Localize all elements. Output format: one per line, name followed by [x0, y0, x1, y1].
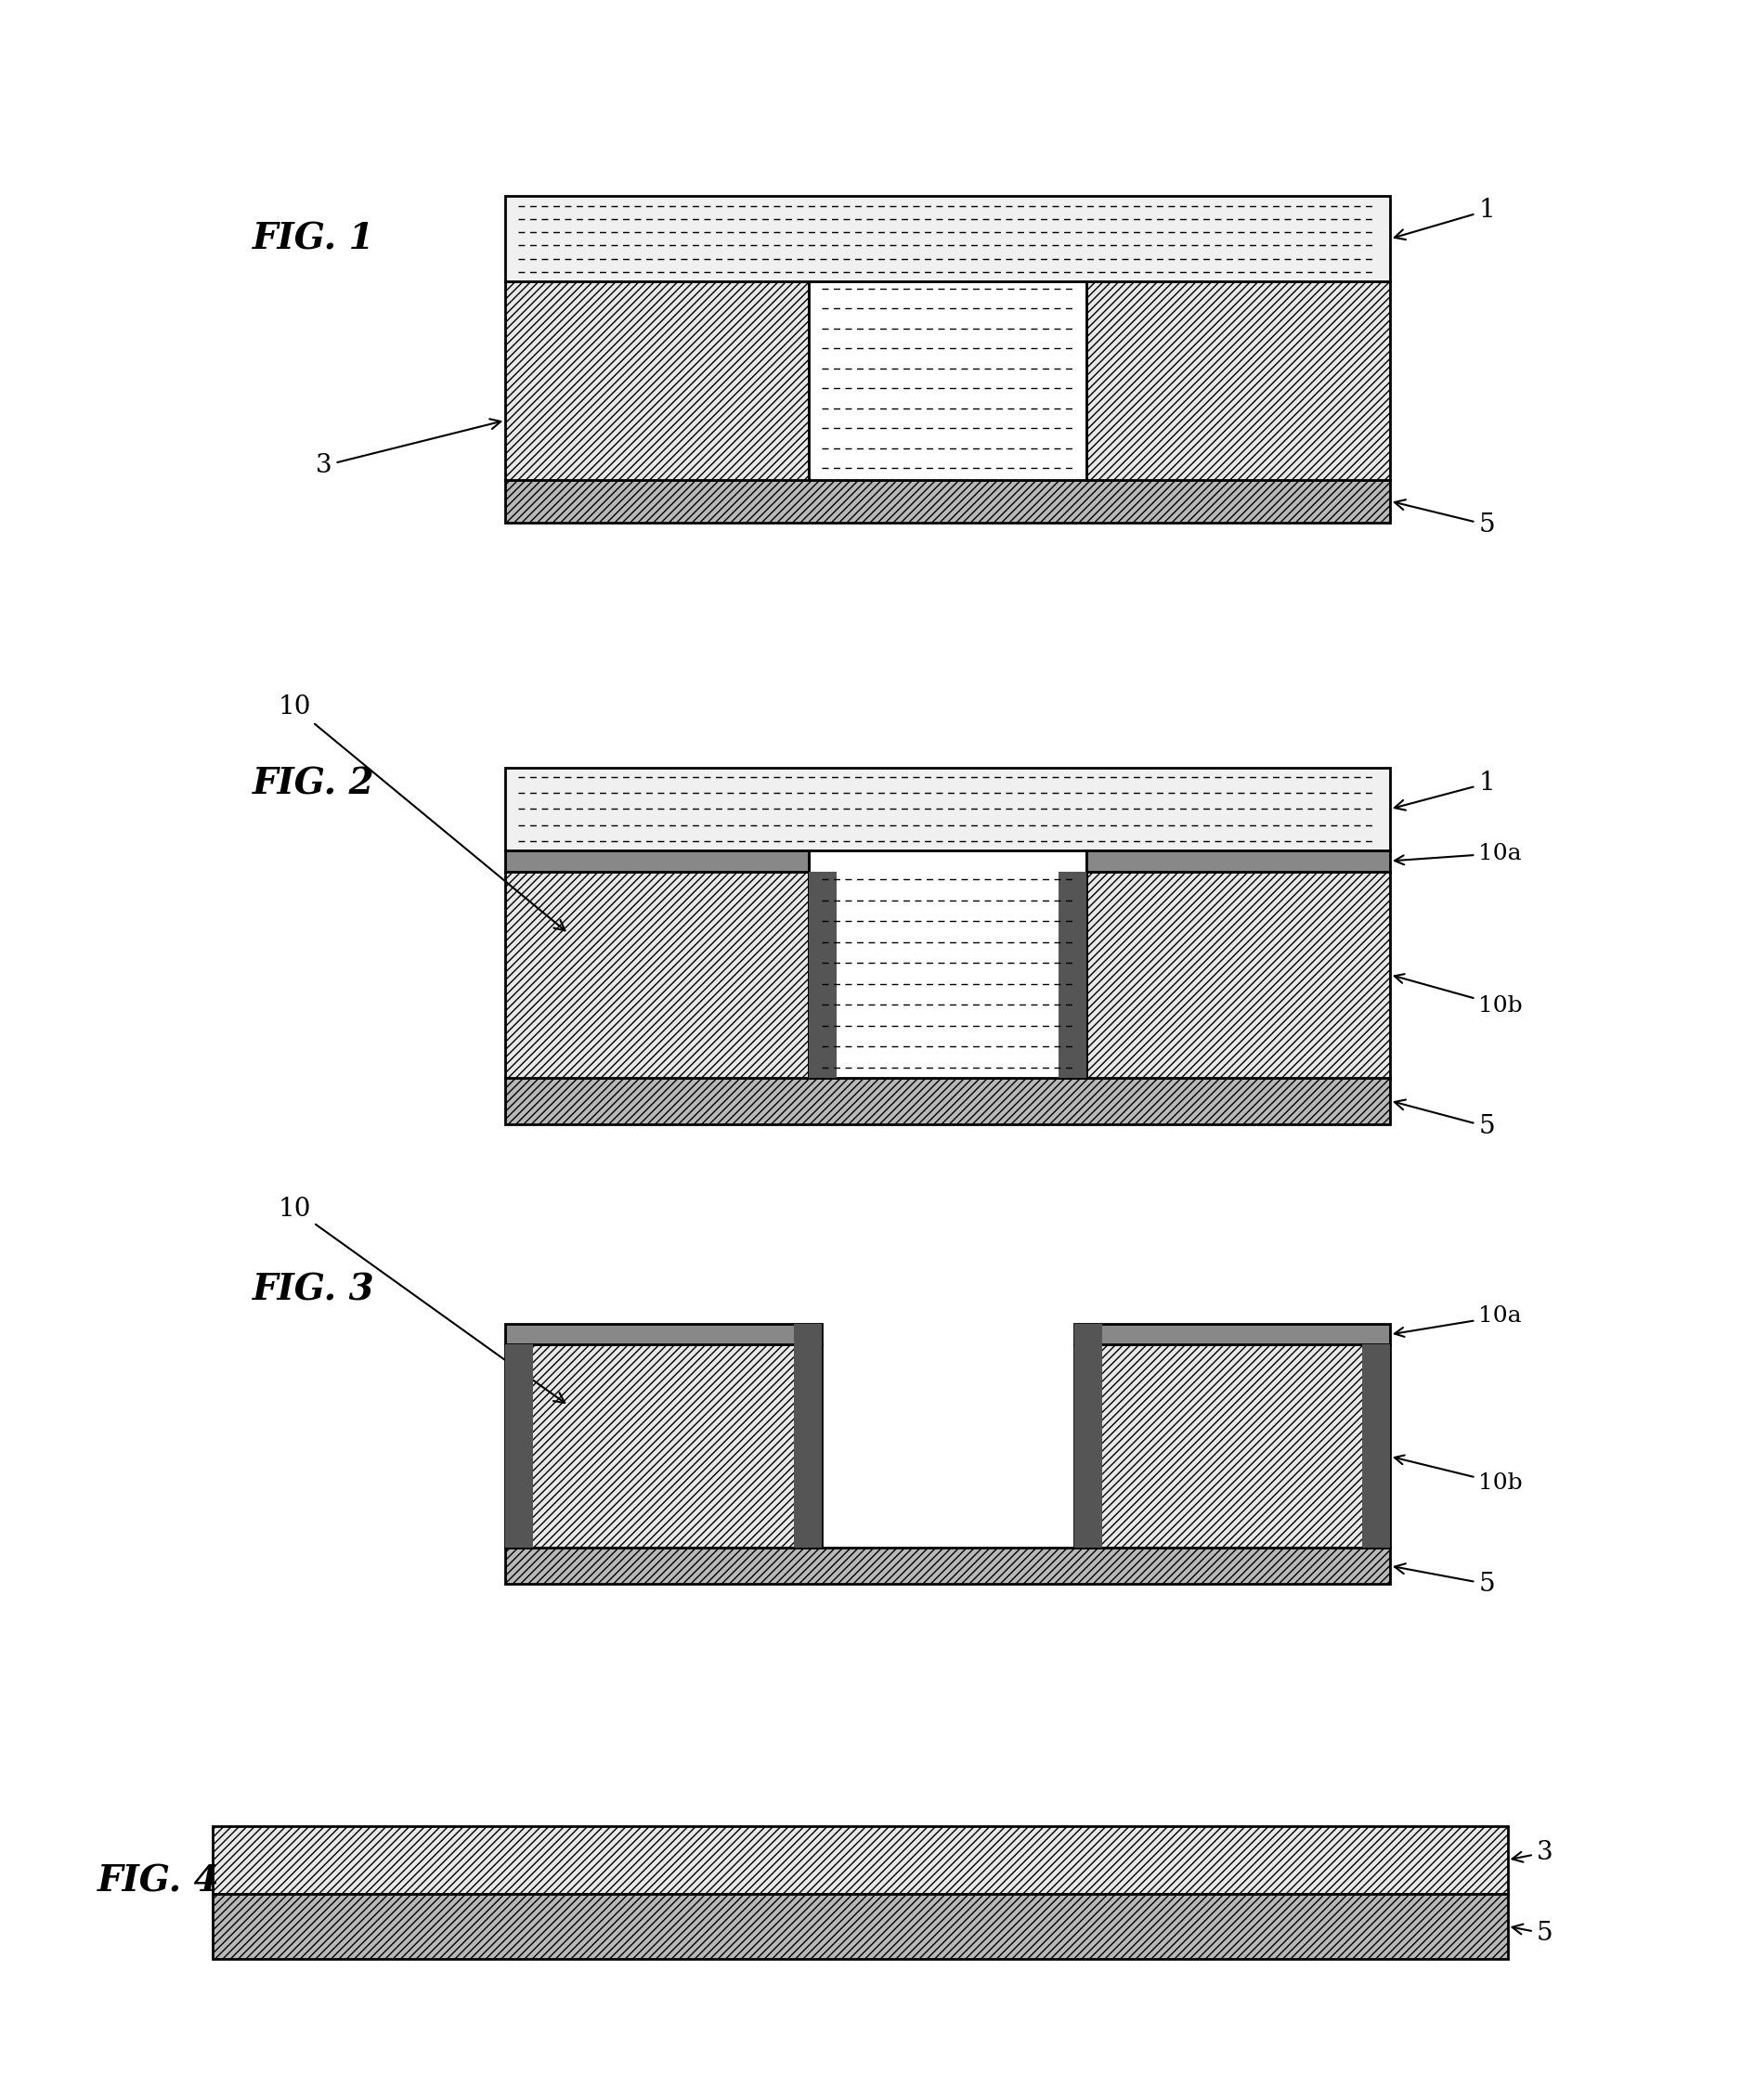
Bar [809, 850, 1086, 1077]
Bar [505, 1325, 821, 1344]
Bar [1086, 872, 1389, 1077]
Text: 1: 1 [1394, 771, 1494, 811]
Bar [505, 872, 809, 1077]
Text: FIG. 2: FIG. 2 [253, 766, 375, 802]
Bar [505, 1077, 1389, 1124]
Text: 10a: 10a [1394, 842, 1521, 865]
Text: FIG. 4: FIG. 4 [96, 1865, 219, 1898]
Text: 3: 3 [316, 420, 500, 479]
Bar [505, 481, 1389, 523]
Text: FIG. 3: FIG. 3 [253, 1273, 375, 1308]
Bar [1073, 1325, 1102, 1548]
Bar [212, 1894, 1507, 1959]
Bar [505, 769, 1389, 850]
Text: 5: 5 [1512, 1922, 1552, 1947]
Bar [1073, 1344, 1389, 1548]
Bar [1086, 281, 1389, 481]
Bar [505, 197, 1389, 281]
Bar [809, 281, 1086, 481]
Text: 10: 10 [277, 695, 565, 930]
Bar [1361, 1344, 1389, 1548]
Text: 10a: 10a [1394, 1306, 1521, 1338]
Bar [793, 1325, 821, 1548]
Text: 10b: 10b [1394, 1455, 1522, 1493]
Bar [1073, 1325, 1389, 1344]
Bar [212, 1827, 1507, 1894]
Bar [505, 1548, 1389, 1583]
Text: 5: 5 [1394, 500, 1494, 538]
Text: 5: 5 [1394, 1564, 1494, 1596]
Bar [505, 281, 809, 481]
Text: 5: 5 [1394, 1100, 1494, 1138]
Text: 1: 1 [1394, 197, 1494, 239]
Text: 3: 3 [1512, 1840, 1552, 1865]
Text: FIG. 1: FIG. 1 [253, 220, 375, 256]
Bar [1086, 850, 1389, 872]
Bar [1058, 872, 1086, 1077]
Bar [505, 850, 809, 872]
Bar [809, 872, 837, 1077]
Text: 10b: 10b [1394, 974, 1522, 1016]
Bar [505, 1344, 821, 1548]
Bar [505, 1344, 533, 1548]
Text: 10: 10 [277, 1197, 565, 1403]
